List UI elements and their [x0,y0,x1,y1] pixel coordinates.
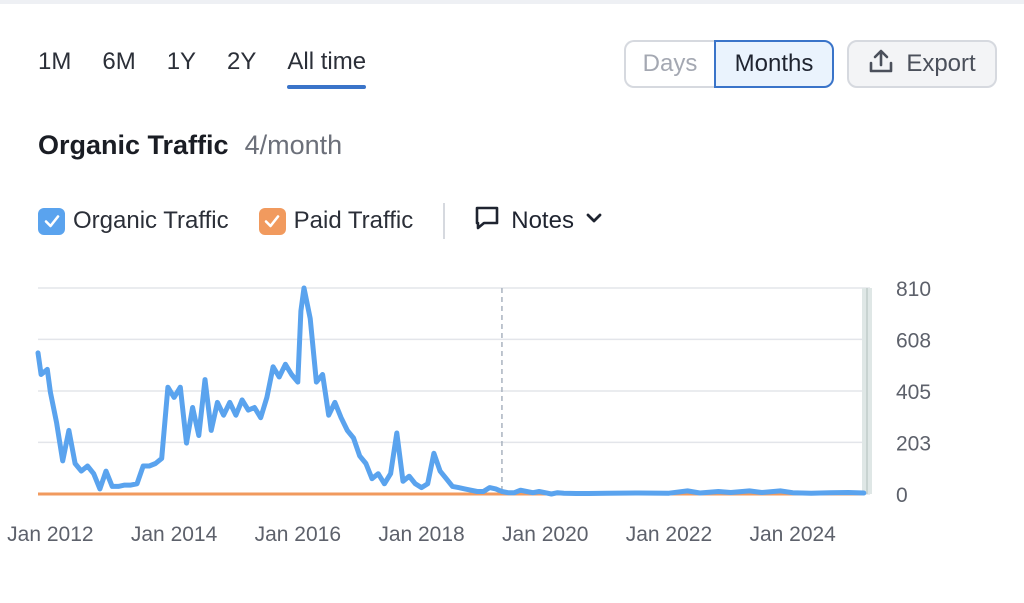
chevron-down-icon [584,207,604,235]
range-tab-1m[interactable]: 1M [38,48,72,75]
y-tick-label: 608 [896,329,931,352]
legend-label: Organic Traffic [73,207,229,234]
x-tick-label: Jan 2014 [131,523,218,546]
notes-dropdown[interactable]: Notes [473,204,604,239]
chart-heading: Organic Traffic 4/month [38,130,342,161]
check-icon[interactable] [38,207,65,235]
x-tick-label: Jan 2024 [749,523,836,546]
y-tick-label: 0 [896,484,908,507]
export-label: Export [906,50,976,77]
legend-paid-traffic[interactable]: Paid Traffic [258,207,414,235]
legend-divider [443,203,446,239]
months-button[interactable]: Months [714,40,834,88]
check-icon[interactable] [258,207,286,235]
chart-subtitle: 4/month [244,130,343,160]
organic-traffic-line [35,285,867,497]
x-tick-label: Jan 2012 [7,523,93,546]
chart-title: Organic Traffic [38,130,229,160]
y-tick-label: 810 [896,278,931,301]
granularity-toggle: Days Months [624,40,834,88]
legend-label: Paid Traffic [293,207,414,234]
y-tick-label: 405 [896,381,931,404]
range-tab-6m[interactable]: 6M [102,48,136,75]
speech-bubble-icon [473,204,501,239]
export-button[interactable]: Export [847,40,997,88]
range-tab-1y[interactable]: 1Y [166,48,197,75]
x-tick-label: Jan 2018 [378,523,464,546]
upload-icon [868,48,894,81]
range-tab-all-time[interactable]: All time [287,48,367,89]
x-tick-label: Jan 2020 [502,523,588,546]
notes-label: Notes [511,207,574,234]
range-tab-2y[interactable]: 2Y [227,48,257,75]
date-range-tabs: 1M 6M 1Y 2Y All time [38,48,397,89]
x-tick-label: Jan 2016 [255,523,341,546]
y-tick-label: 203 [896,432,931,455]
legend-organic-traffic[interactable]: Organic Traffic [38,207,229,235]
top-border [0,0,1024,4]
days-button[interactable]: Days [624,40,714,88]
legend: Organic Traffic Paid Traffic Notes [38,203,604,239]
x-tick-label: Jan 2022 [626,523,712,546]
